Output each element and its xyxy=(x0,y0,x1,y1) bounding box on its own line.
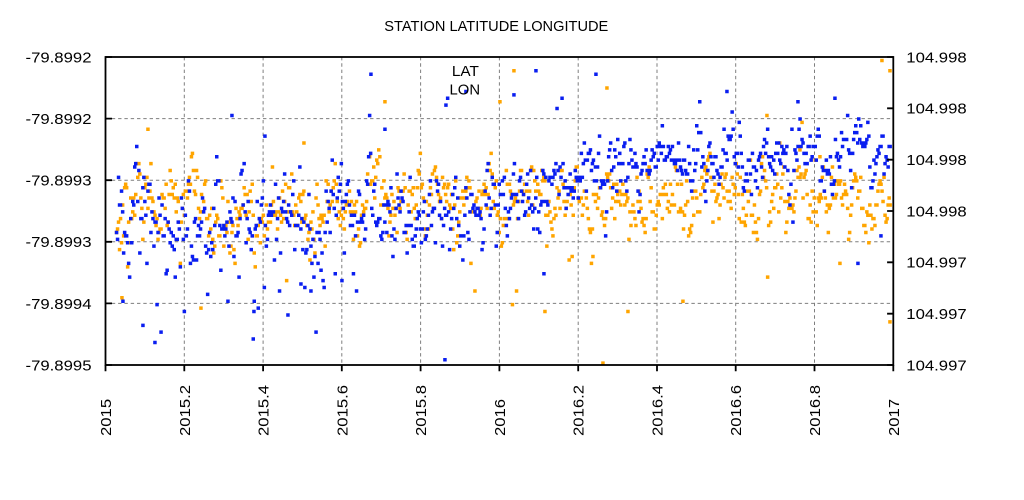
svg-text:2016.6: 2016.6 xyxy=(728,385,745,436)
svg-text:104.998: 104.998 xyxy=(906,49,966,66)
svg-text:-79.8994: -79.8994 xyxy=(26,296,92,313)
svg-text:-79.8992: -79.8992 xyxy=(26,111,92,128)
svg-text:-79.8995: -79.8995 xyxy=(26,357,92,374)
svg-text:STATION LATITUDE LONGITUDE: STATION LATITUDE LONGITUDE xyxy=(384,18,608,35)
svg-text:2016.4: 2016.4 xyxy=(650,385,667,436)
svg-text:104.997: 104.997 xyxy=(906,357,966,374)
svg-text:-79.8993: -79.8993 xyxy=(26,234,92,251)
svg-text:2016.2: 2016.2 xyxy=(571,385,588,436)
svg-text:2015.6: 2015.6 xyxy=(334,385,351,436)
svg-text:-79.8993: -79.8993 xyxy=(26,173,92,190)
svg-text:104.998: 104.998 xyxy=(906,101,966,118)
svg-text:2016.8: 2016.8 xyxy=(807,385,824,436)
svg-text:LON: LON xyxy=(450,82,481,99)
svg-text:2015.8: 2015.8 xyxy=(413,385,430,436)
svg-text:2017: 2017 xyxy=(886,399,903,436)
svg-text:104.998: 104.998 xyxy=(906,152,966,169)
svg-text:2015.2: 2015.2 xyxy=(177,385,194,436)
svg-text:104.997: 104.997 xyxy=(906,255,966,272)
svg-text:LAT: LAT xyxy=(452,63,479,80)
svg-text:104.998: 104.998 xyxy=(906,203,966,220)
svg-text:2015: 2015 xyxy=(98,399,115,436)
svg-text:-79.8992: -79.8992 xyxy=(26,49,92,66)
svg-text:104.997: 104.997 xyxy=(906,306,966,323)
svg-text:2015.4: 2015.4 xyxy=(256,385,273,436)
svg-text:2016: 2016 xyxy=(492,399,509,436)
